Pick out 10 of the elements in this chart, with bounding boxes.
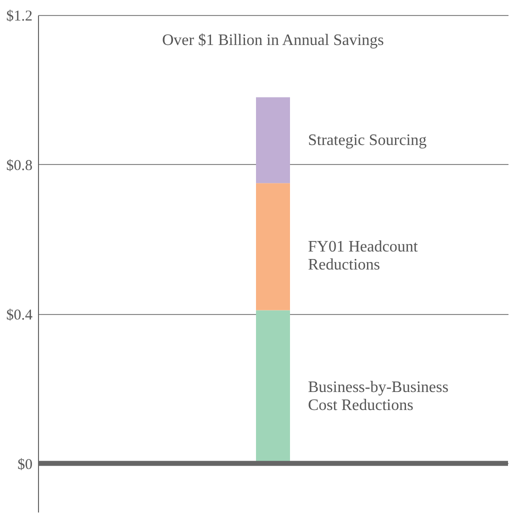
series-label: Business-by-Business Cost Reductions [308,378,448,414]
bar [256,97,290,184]
y-tick-label: $0.4 [6,307,33,324]
y-tick-label: $1.2 [6,8,32,24]
y-tick-label: $0.8 [6,158,32,174]
y-tick-label: $0 [18,456,32,473]
series-label: Strategic Sourcing [308,132,427,150]
text: Over $1 Billion in Annual Savings [162,32,384,49]
series-label: FY01 Headcount Reductions [308,238,418,274]
bar [256,183,290,310]
